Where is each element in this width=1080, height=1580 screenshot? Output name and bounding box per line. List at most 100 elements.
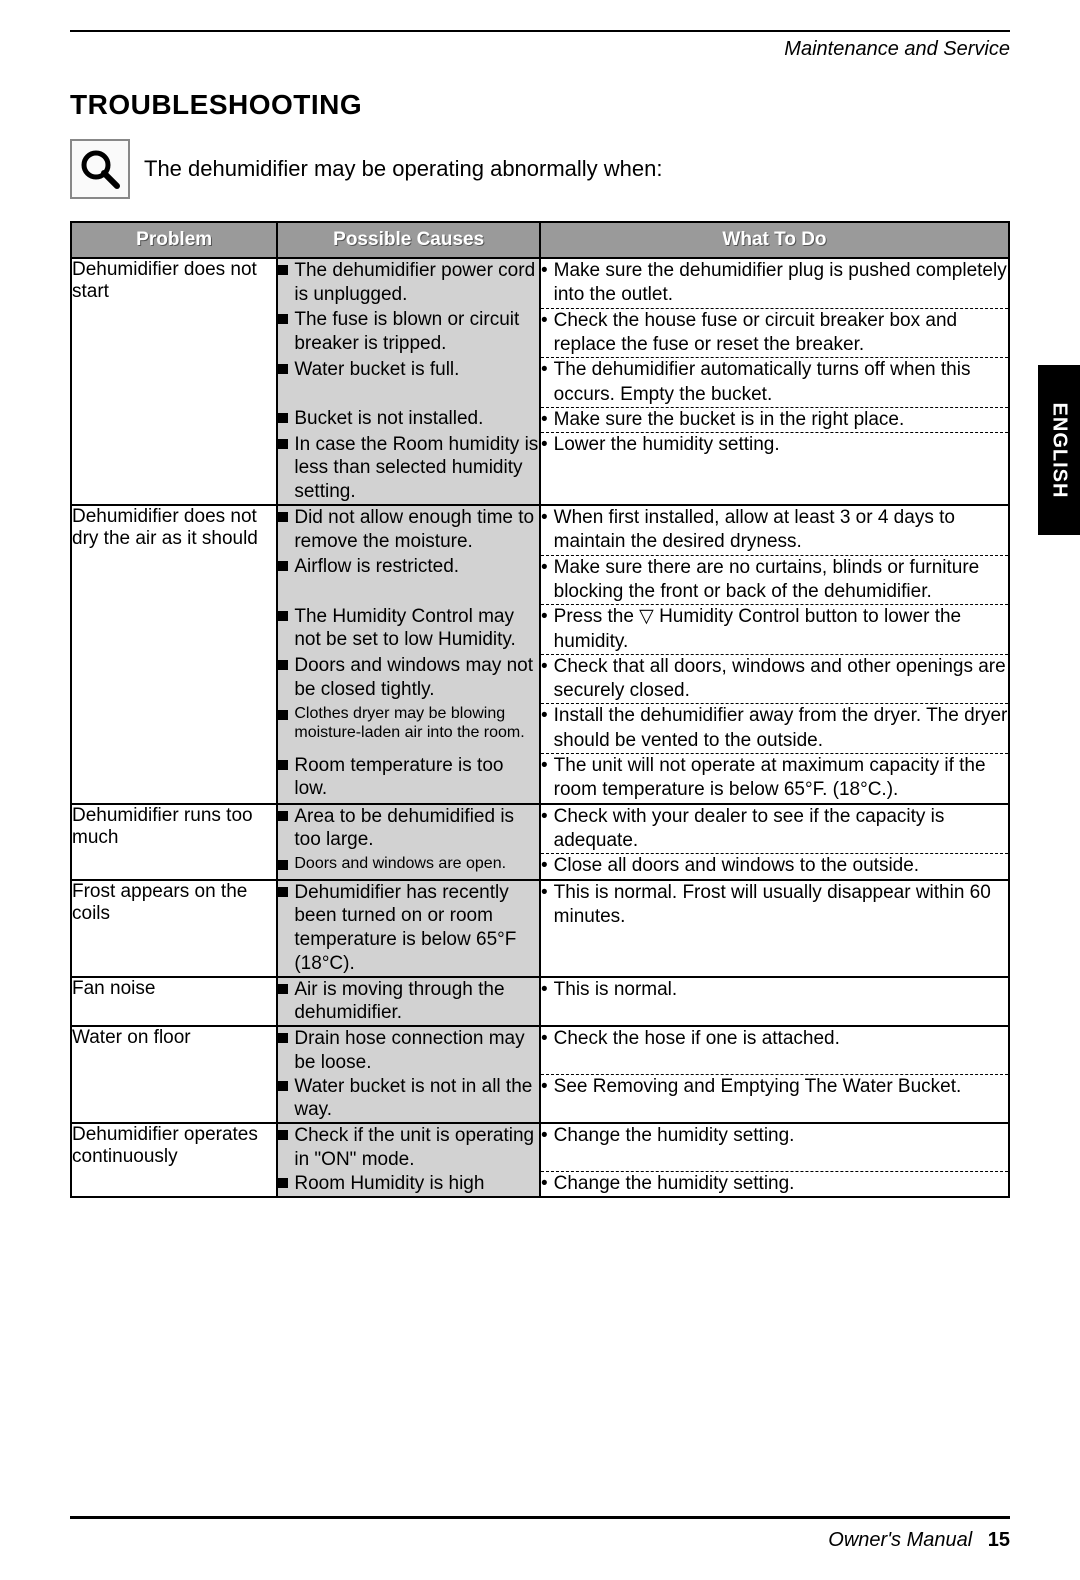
cause-cell: Did not allow enough time to remove the … <box>277 505 540 555</box>
cause-text: Clothes dryer may be blowing moisture-la… <box>294 704 539 742</box>
action-cell: •This is normal. <box>540 977 1009 1027</box>
square-bullet-icon <box>278 1130 288 1140</box>
cause-cell: Bucket is not installed. <box>277 407 540 432</box>
bullet-icon: • <box>541 433 548 457</box>
action-text: Lower the humidity setting. <box>554 433 780 457</box>
table-row: Dehumidifier does not startThe dehumidif… <box>71 258 1009 308</box>
bullet-icon: • <box>541 1172 548 1196</box>
action-text: Check with your dealer to see if the cap… <box>554 805 1008 854</box>
cause-text: Water bucket is not in all the way. <box>294 1075 539 1123</box>
action-text: Check that all doors, windows and other … <box>554 655 1008 704</box>
action-cell: •The unit will not operate at maximum ca… <box>540 754 1009 804</box>
bullet-icon: • <box>541 556 548 580</box>
footer-text: Owner's Manual 15 <box>70 1529 1010 1552</box>
cause-cell: In case the Room humidity is less than s… <box>277 433 540 505</box>
cause-text: Drain hose connection may be loose. <box>294 1027 539 1075</box>
cause-text: Room temperature is too low. <box>294 754 539 802</box>
action-text: The dehumidifier automatically turns off… <box>554 358 1008 407</box>
square-bullet-icon <box>278 860 288 870</box>
action-text: This is normal. Frost will usually disap… <box>554 881 1008 930</box>
square-bullet-icon <box>278 1178 288 1188</box>
cause-text: Airflow is restricted. <box>294 555 459 579</box>
table-row: Fan noiseAir is moving through the dehum… <box>71 977 1009 1027</box>
action-text: This is normal. <box>554 978 678 1002</box>
cause-cell: The Humidity Control may not be set to l… <box>277 605 540 655</box>
bullet-icon: • <box>541 854 548 878</box>
problem-cell: Frost appears on the coils <box>71 880 277 977</box>
action-text: Change the humidity setting. <box>554 1124 795 1148</box>
bullet-icon: • <box>541 358 548 382</box>
problem-cell: Dehumidifier does not start <box>71 258 277 505</box>
action-cell: •Close all doors and windows to the outs… <box>540 854 1009 880</box>
cause-text: Air is moving through the dehumidifier. <box>294 978 539 1026</box>
magnify-icon <box>70 139 130 199</box>
problem-cell: Water on floor <box>71 1026 277 1123</box>
square-bullet-icon <box>278 811 288 821</box>
action-text: Make sure the dehumidifier plug is pushe… <box>554 259 1008 308</box>
table-row: Dehumidifier runs too muchArea to be deh… <box>71 804 1009 854</box>
bullet-icon: • <box>541 259 548 283</box>
action-text: When first installed, allow at least 3 o… <box>554 506 1008 555</box>
action-cell: •Press the ▽ Humidity Control button to … <box>540 605 1009 655</box>
col-header-causes: Possible Causes <box>277 222 540 258</box>
cause-text: Check if the unit is operating in "ON" m… <box>294 1124 539 1172</box>
bullet-icon: • <box>541 881 548 905</box>
problem-cell: Dehumidifier runs too much <box>71 804 277 880</box>
problem-cell: Dehumidifier does not dry the air as it … <box>71 505 277 804</box>
cause-text: Did not allow enough time to remove the … <box>294 506 539 554</box>
language-tab: ENGLISH <box>1038 365 1080 535</box>
square-bullet-icon <box>278 364 288 374</box>
cause-text: Bucket is not installed. <box>294 407 483 431</box>
action-cell: •Check the house fuse or circuit breaker… <box>540 308 1009 358</box>
square-bullet-icon <box>278 887 288 897</box>
header-section: Maintenance and Service <box>70 38 1010 61</box>
action-cell: •Change the humidity setting. <box>540 1172 1009 1198</box>
table-row: Dehumidifier operates continuouslyCheck … <box>71 1123 1009 1172</box>
action-text: Change the humidity setting. <box>554 1172 795 1196</box>
square-bullet-icon <box>278 1081 288 1091</box>
bullet-icon: • <box>541 506 548 530</box>
square-bullet-icon <box>278 314 288 324</box>
problem-cell: Dehumidifier operates continuously <box>71 1123 277 1197</box>
square-bullet-icon <box>278 1033 288 1043</box>
square-bullet-icon <box>278 760 288 770</box>
cause-text: Area to be dehumidified is too large. <box>294 805 539 853</box>
section-title: TROUBLESHOOTING <box>70 89 1010 121</box>
action-cell: •This is normal. Frost will usually disa… <box>540 880 1009 977</box>
bullet-icon: • <box>541 408 548 432</box>
cause-text: In case the Room humidity is less than s… <box>294 433 539 504</box>
action-cell: •Make sure there are no curtains, blinds… <box>540 555 1009 605</box>
square-bullet-icon <box>278 710 288 720</box>
square-bullet-icon <box>278 660 288 670</box>
cause-cell: Drain hose connection may be loose. <box>277 1026 540 1075</box>
action-cell: •Make sure the dehumidifier plug is push… <box>540 258 1009 308</box>
bullet-icon: • <box>541 978 548 1002</box>
action-cell: •Make sure the bucket is in the right pl… <box>540 407 1009 432</box>
bullet-icon: • <box>541 805 548 829</box>
square-bullet-icon <box>278 984 288 994</box>
footer-rule <box>70 1516 1010 1519</box>
cause-text: The Humidity Control may not be set to l… <box>294 605 539 653</box>
bullet-icon: • <box>541 704 548 728</box>
footer-manual: Owner's Manual <box>828 1529 972 1551</box>
cause-cell: Check if the unit is operating in "ON" m… <box>277 1123 540 1172</box>
action-cell: •Lower the humidity setting. <box>540 433 1009 505</box>
bullet-icon: • <box>541 309 548 333</box>
cause-text: Room Humidity is high <box>294 1172 484 1196</box>
square-bullet-icon <box>278 611 288 621</box>
action-text: Check the hose if one is attached. <box>554 1027 840 1051</box>
action-text: Press the ▽ Humidity Control button to l… <box>554 605 1008 654</box>
action-cell: •Change the humidity setting. <box>540 1123 1009 1172</box>
cause-text: The fuse is blown or circuit breaker is … <box>294 308 539 356</box>
action-text: Close all doors and windows to the outsi… <box>554 854 919 878</box>
bullet-icon: • <box>541 1075 548 1099</box>
language-tab-label: ENGLISH <box>1048 402 1071 498</box>
action-cell: •Install the dehumidifier away from the … <box>540 704 1009 754</box>
cause-cell: The dehumidifier power cord is unplugged… <box>277 258 540 308</box>
bullet-icon: • <box>541 1124 548 1148</box>
table-row: Dehumidifier does not dry the air as it … <box>71 505 1009 555</box>
table-row: Frost appears on the coilsDehumidifier h… <box>71 880 1009 977</box>
cause-text: Water bucket is full. <box>294 358 459 382</box>
bullet-icon: • <box>541 605 548 629</box>
action-text: The unit will not operate at maximum cap… <box>554 754 1008 803</box>
